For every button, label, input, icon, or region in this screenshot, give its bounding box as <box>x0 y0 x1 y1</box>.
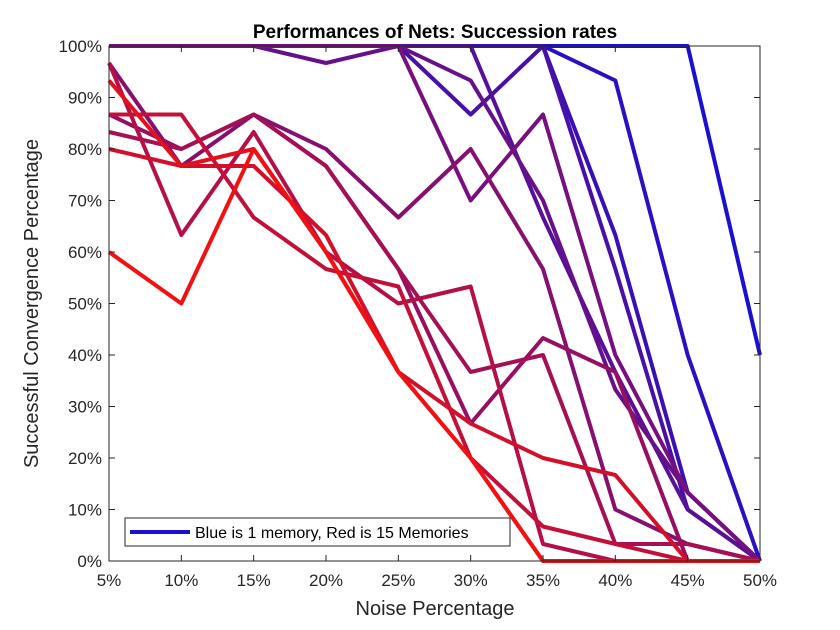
series-line-10 <box>108 112 761 563</box>
legend: Blue is 1 memory, Red is 15 Memories <box>124 517 511 547</box>
y-tick-label: 50% <box>68 295 102 314</box>
y-tick-label: 60% <box>68 243 102 262</box>
x-tick-label: 50% <box>743 571 777 590</box>
y-tick-label: 80% <box>68 140 102 159</box>
y-tick-label: 70% <box>68 192 102 211</box>
y-tick-label: 30% <box>68 398 102 417</box>
x-axis: 5% 10% 15% 20% 25% 30% 35% 40% 45% 50% <box>97 46 777 590</box>
y-tick-label: 90% <box>68 89 102 108</box>
chart-title: Performances of Nets: Succession rates <box>253 22 617 43</box>
series-line-13 <box>108 147 760 563</box>
x-tick-label: 40% <box>598 571 632 590</box>
y-tick-label: 40% <box>68 346 102 365</box>
y-tick-label: 100% <box>59 37 102 56</box>
y-tick-label: 10% <box>68 501 102 520</box>
x-tick-label: 25% <box>381 571 415 590</box>
x-tick-label: 30% <box>454 571 488 590</box>
x-tick-label: 5% <box>97 571 122 590</box>
x-axis-label: Noise Percentage <box>356 598 515 620</box>
legend-label: Blue is 1 memory, Red is 15 Memories <box>195 525 469 542</box>
y-axis: 0% 10% 20% 30% 40% 50% 60% 70% 80% 90% 100% <box>59 37 760 571</box>
y-axis-label: Successful Convergence Percentage <box>21 139 43 468</box>
series-line-8 <box>107 61 761 563</box>
y-tick-label: 20% <box>68 449 102 468</box>
x-tick-label: 20% <box>309 571 343 590</box>
y-tick-label: 0% <box>77 552 102 571</box>
x-tick-label: 45% <box>671 571 705 590</box>
x-tick-label: 10% <box>164 571 198 590</box>
x-tick-label: 15% <box>237 571 271 590</box>
x-tick-label: 35% <box>526 571 560 590</box>
